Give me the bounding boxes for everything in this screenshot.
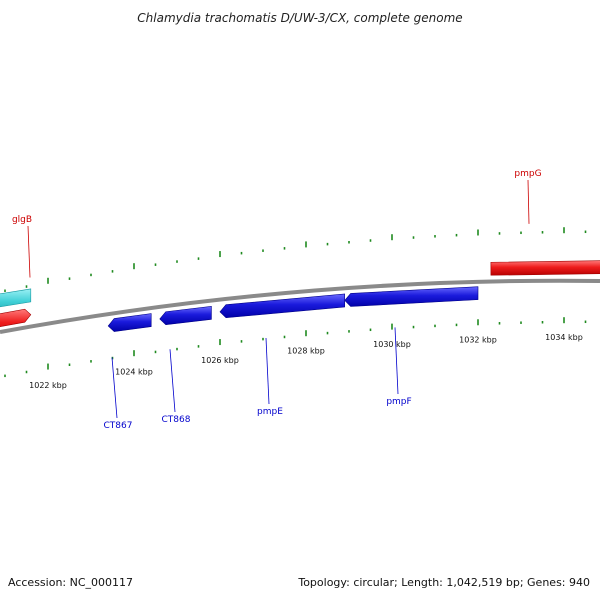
scale-labels: 1022 kbp 1024 kbp 1026 kbp 1028 kbp 1030 kbp… (29, 333, 583, 390)
gene-label-pmpF: pmpF (386, 397, 411, 407)
label-leader (265, 338, 270, 405)
genome-summary-text: Topology: circular; Length: 1,042,519 bp… (297, 576, 590, 589)
label-leader (527, 179, 530, 224)
gene-labels: glgB pmpG CT867 CT868 pmpE pmpF (12, 169, 542, 431)
forward-gene-pmpG (490, 260, 600, 276)
gene-label-CT868: CT868 (162, 415, 191, 425)
scale-label: 1022 kbp (29, 381, 67, 390)
reverse-gene-CT868 (159, 305, 212, 326)
label-leader (27, 225, 31, 278)
gene-label-pmpE: pmpE (257, 407, 283, 417)
outer-tick-marks (4, 227, 587, 293)
inner-tick-marks (4, 317, 587, 378)
scale-label: 1032 kbp (459, 335, 497, 344)
gene-features (0, 260, 600, 332)
label-leader (111, 357, 118, 419)
label-leader (169, 349, 176, 413)
gene-label-glgB: glgB (12, 215, 32, 225)
map-title: Chlamydia trachomatis D/UW-3/CX, complet… (137, 11, 462, 25)
scale-label: 1026 kbp (201, 356, 239, 365)
scale-label: 1024 kbp (115, 367, 153, 376)
gene-label-CT867: CT867 (104, 421, 133, 431)
scale-label: 1028 kbp (287, 347, 325, 356)
forward-gene-glgB (0, 308, 32, 328)
accession-text: Accession: NC_000117 (8, 576, 133, 589)
gene-label-pmpG: pmpG (514, 169, 541, 179)
scale-label: 1030 kbp (373, 340, 411, 349)
genome-backbone (0, 278, 600, 334)
reverse-gene-CT867 (107, 313, 152, 332)
label-leader (394, 327, 399, 395)
reverse-gene-pmpF (344, 286, 479, 307)
scale-label: 1034 kbp (545, 333, 583, 342)
other-feature (0, 288, 32, 308)
